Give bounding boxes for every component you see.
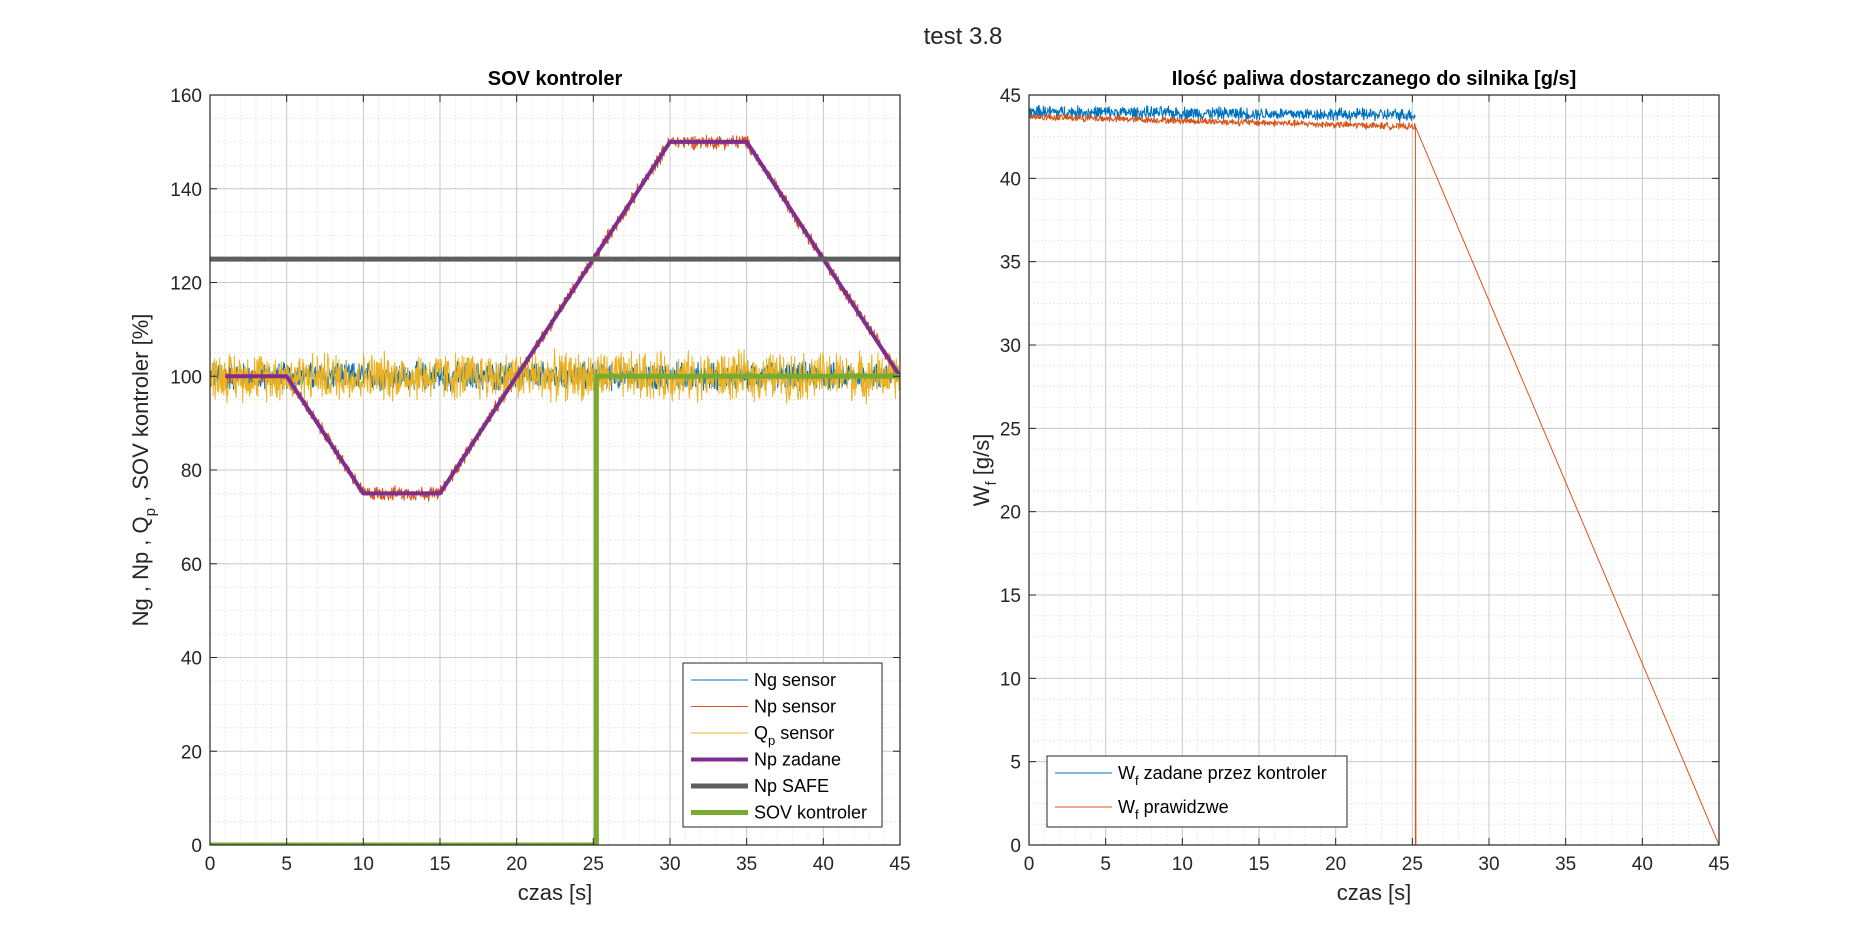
chart-title: Ilość paliwa dostarczanego do silnika [g… (1172, 68, 1577, 90)
x-tick-label: 30 (1478, 854, 1499, 875)
x-tick-label: 40 (1632, 854, 1653, 875)
y-tick-label: 30 (1000, 336, 1021, 357)
y-tick-label: 40 (1000, 169, 1021, 190)
y-tick-label: 140 (170, 180, 202, 201)
series-line-5 (210, 373, 900, 845)
x-tick-label: 15 (1248, 854, 1269, 875)
x-tick-label: 0 (205, 854, 216, 875)
x-tick-label: 25 (583, 854, 604, 875)
series-line-3 (225, 139, 900, 496)
x-tick-label: 35 (736, 854, 757, 875)
x-tick-label: 20 (1325, 854, 1346, 875)
x-tick-label: 45 (889, 854, 910, 875)
y-tick-label: 10 (1000, 669, 1021, 690)
x-tick-label: 20 (506, 854, 527, 875)
y-tick-label: 0 (191, 836, 202, 857)
y-tick-label: 40 (181, 649, 202, 670)
y-tick-label: 20 (181, 742, 202, 763)
y-tick-label: 60 (181, 555, 202, 576)
series-line-0 (1029, 104, 1416, 123)
x-tick-label: 5 (1100, 854, 1111, 875)
legend-entry: Ng sensor (754, 670, 836, 690)
legend: Wf zadane przez kontroler Wf prawidzwe (1046, 755, 1348, 828)
axes-box (1028, 94, 1720, 846)
legend-entry: Np sensor (754, 697, 836, 717)
chart-title: SOV kontroler (488, 68, 623, 90)
x-axis-label: czas [s] (1337, 880, 1412, 905)
y-tick-label: 45 (1000, 86, 1021, 107)
y-tick-label: 0 (1010, 836, 1021, 857)
legend-box (682, 662, 883, 828)
y-tick-label: 15 (1000, 586, 1021, 607)
legend-entry: Np SAFE (754, 776, 829, 796)
x-tick-label: 10 (353, 854, 374, 875)
x-tick-label: 10 (1172, 854, 1193, 875)
y-axis-label: Ng , Np , Qp , SOV kontroler [%] (128, 314, 159, 627)
x-tick-label: 15 (429, 854, 450, 875)
y-tick-label: 35 (1000, 253, 1021, 274)
x-axis-label: czas [s] (518, 880, 593, 905)
x-tick-label: 0 (1024, 854, 1035, 875)
legend-entry: Wf zadane przez kontroler (1118, 763, 1327, 788)
chart-sov-kontroler: 0 5 10 15 20 25 30 35 40 45 0 20 40 60 80 100 120 140 160 S… (128, 68, 911, 905)
y-tick-label: 160 (170, 86, 202, 107)
legend-entry: Wf prawidzwe (1118, 797, 1229, 822)
legend-entry: SOV kontroler (754, 803, 867, 823)
x-tick-label: 30 (659, 854, 680, 875)
x-tick-label: 35 (1555, 854, 1576, 875)
y-tick-label: 80 (181, 461, 202, 482)
series-line-1 (1029, 113, 1719, 845)
y-tick-label: 100 (170, 367, 202, 388)
figure-title: test 3.8 (924, 23, 1003, 50)
legend-entry: Qp sensor (754, 723, 834, 748)
y-axis-label: Wf [g/s] (969, 434, 1000, 507)
chart-fuel-flow: 0 5 10 15 20 25 30 35 40 45 0 5 10 15 20 25 30 35 40 45 Iloś… (969, 68, 1730, 905)
y-tick-label: 25 (1000, 419, 1021, 440)
legend-box (1046, 755, 1348, 828)
x-tick-label: 45 (1708, 854, 1729, 875)
y-tick-label: 20 (1000, 503, 1021, 524)
legend-entry: Np zadane (754, 750, 841, 770)
x-tick-label: 25 (1402, 854, 1423, 875)
y-tick-label: 5 (1010, 753, 1021, 774)
x-tick-label: 40 (813, 854, 834, 875)
y-tick-label: 120 (170, 274, 202, 295)
x-tick-label: 5 (281, 854, 292, 875)
